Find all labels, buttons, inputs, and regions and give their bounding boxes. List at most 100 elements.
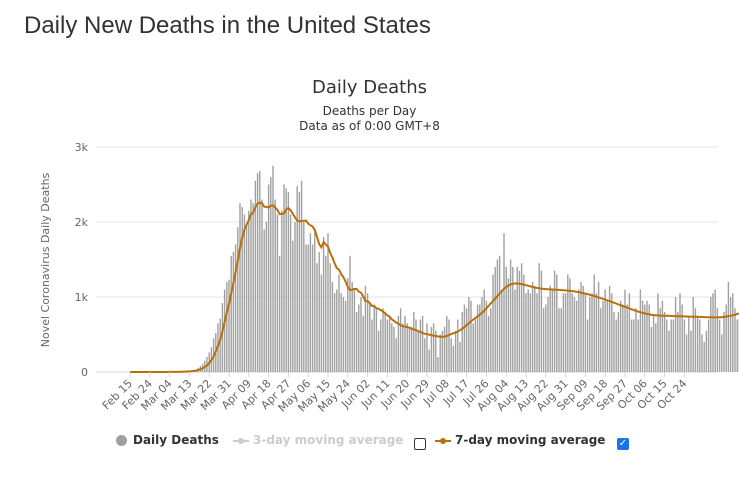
daily-bar [545,304,547,372]
daily-bar [399,308,402,372]
daily-bar [657,293,659,372]
y-tick-label: 3k [75,141,89,154]
daily-bar [364,285,367,372]
daily-bar [446,315,448,372]
daily-bar [437,357,439,372]
daily-bar [232,252,235,372]
daily-bar [355,312,358,372]
daily-bar [373,304,375,372]
daily-bar [435,330,437,372]
daily-bar [622,304,624,372]
daily-bar [564,293,567,372]
daily-bar [320,274,323,372]
daily-bar [707,319,710,372]
daily-bar [393,327,395,372]
daily-bar [538,263,540,372]
daily-bar [230,255,232,372]
daily-bar [318,252,320,372]
daily-bar [569,278,571,372]
daily-bar [408,327,411,372]
daily-bar [384,312,386,372]
daily-bar [556,274,558,372]
daily-bar [674,297,677,372]
daily-bar [696,315,699,372]
daily-bar [219,318,221,372]
daily-bar [245,225,248,372]
daily-bar [428,349,430,372]
daily-bar [382,308,384,372]
daily-bar [723,312,725,372]
daily-bar [516,267,518,372]
daily-bar [659,308,661,372]
daily-bar [586,319,589,372]
daily-bar [228,279,230,372]
daily-bar [593,274,595,372]
daily-bar [272,165,274,372]
seven-day-checkbox[interactable]: ✓ [617,438,629,450]
daily-bar [329,263,331,372]
daily-bar [333,293,336,372]
daily-bar [472,323,474,372]
daily-bar [683,319,686,372]
daily-bar [600,308,602,372]
daily-bar [639,289,642,372]
daily-bar [342,297,345,372]
daily-bar [362,315,364,372]
daily-bar [685,334,688,372]
chart-subtitle-date: Data as of 0:00 GMT+8 [299,119,440,133]
daily-bar [476,304,479,372]
daily-bar [692,297,694,372]
daily-bar [465,308,468,372]
legend-daily-label: Daily Deaths [133,433,219,447]
daily-bar [347,278,349,372]
daily-bar [490,308,492,372]
daily-bar [234,244,237,372]
daily-bar [635,308,637,372]
daily-bar [575,300,578,372]
daily-bar [402,323,404,372]
daily-bar [248,210,250,372]
daily-bar [443,327,446,372]
daily-bar [496,259,499,372]
daily-bar [652,315,655,372]
legend-7day-average[interactable]: 7-day moving average [435,433,605,447]
chart-subtitle: Deaths per Day [322,104,417,118]
legend-line-dot-icon [233,435,249,446]
daily-bar [300,180,303,372]
daily-bar [243,214,246,372]
daily-bar [602,300,604,372]
daily-bar [553,270,556,372]
daily-bar [523,274,525,372]
y-axis-label: Novel Coronavirus Daily Deaths [39,172,52,347]
daily-bar [729,297,732,372]
daily-bar [505,267,507,372]
legend-7day-label: 7-day moving average [455,433,606,447]
three-day-checkbox[interactable] [414,438,426,450]
daily-bar [250,199,252,372]
daily-bar [241,207,243,372]
daily-bar [474,319,477,372]
daily-bar [540,270,543,372]
daily-bar [591,293,593,372]
daily-bar [351,282,353,372]
daily-bar [254,180,257,372]
daily-bar [459,342,461,372]
daily-bar [727,282,730,372]
legend-3day-average[interactable]: 3-day moving average [233,433,403,447]
daily-bar [452,345,455,372]
daily-bar [463,304,466,372]
daily-bar [397,315,400,372]
daily-bar [525,293,527,372]
daily-bar [624,289,626,372]
daily-bar [344,300,347,372]
daily-bar [338,274,340,372]
daily-bar [470,300,472,372]
daily-bar [377,330,380,372]
daily-bar [492,274,494,372]
daily-bar [699,319,701,372]
daily-bar [292,240,294,372]
legend-daily-deaths[interactable]: Daily Deaths [116,433,219,447]
seven-day-average-line [130,201,739,373]
daily-bar [298,192,301,372]
daily-bar [421,315,424,372]
